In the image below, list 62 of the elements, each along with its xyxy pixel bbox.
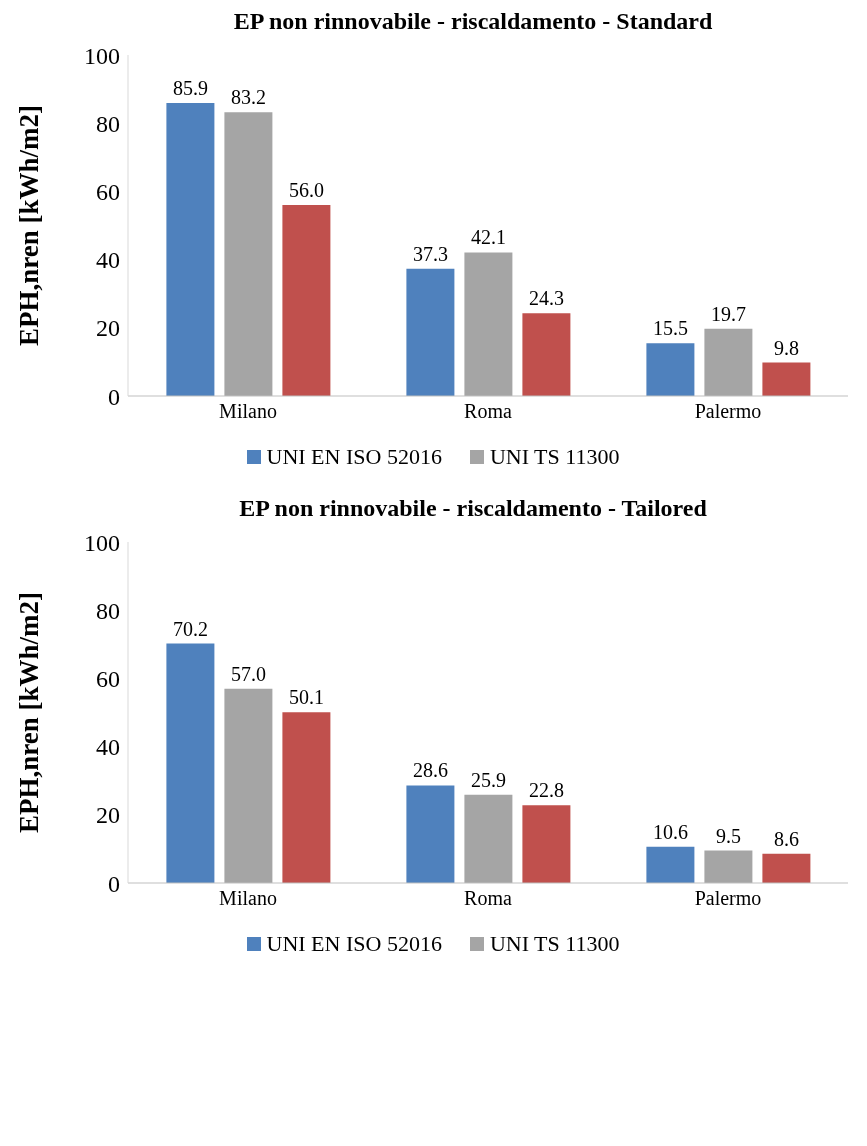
data-label: 70.2 [172,617,208,640]
bar [464,252,513,396]
data-label: 9.8 [773,336,799,359]
bar [762,853,811,883]
bar [224,112,273,396]
y-axis-title: EPH,nren [kWh/m2] [13,591,44,834]
bar [224,688,273,883]
data-label: 19.7 [710,302,746,325]
data-label: 83.2 [230,86,266,109]
y-tick-label: 100 [84,529,120,556]
x-tick-label: Roma [464,400,513,423]
y-axis-title: EPH,nren [kWh/m2] [13,104,44,347]
data-label: 42.1 [470,226,506,249]
y-tick-label: 0 [108,870,120,897]
legend-label: UNI EN ISO 52016 [266,444,442,470]
chart-title: EP non rinnovabile - riscaldamento - Tailored [238,495,708,522]
y-tick-label: 20 [96,802,120,829]
data-label: 9.5 [715,824,741,847]
bar [282,712,331,883]
data-label: 24.3 [528,287,564,310]
bar [704,850,753,883]
data-label: 22.8 [528,779,564,802]
data-label: 57.0 [230,662,266,685]
legend-label: UNI EN ISO 52016 [266,931,442,957]
data-label: 8.6 [773,827,799,850]
data-label: 10.6 [652,820,688,843]
data-label: 56.0 [288,179,324,202]
bar [464,794,513,883]
data-label: 28.6 [412,759,448,782]
y-tick-label: 60 [96,665,120,692]
y-tick-label: 80 [96,110,120,137]
y-tick-label: 20 [96,315,120,342]
y-tick-label: 40 [96,247,120,274]
y-tick-label: 60 [96,178,120,205]
y-tick-label: 100 [84,42,120,69]
bar [522,313,571,396]
x-tick-label: Milano [219,400,277,423]
bar [522,805,571,883]
bar [282,205,331,396]
data-label: 37.3 [412,242,448,265]
bar [406,785,455,883]
chart-title: EP non rinnovabile - riscaldamento - Standard [232,8,714,35]
data-label: 25.9 [470,768,506,791]
legend-label: UNI TS 11300 [489,931,620,957]
bar [646,846,695,883]
legend-label: UNI TS 11300 [489,444,620,470]
bar [704,328,753,396]
bar [406,268,455,396]
y-tick-label: 80 [96,597,120,624]
data-label: 85.9 [172,77,208,100]
y-tick-label: 40 [96,734,120,761]
x-tick-label: Milano [219,887,277,910]
x-tick-label: Palermo [694,400,762,423]
data-label: 50.1 [288,686,324,709]
bar [166,643,215,883]
data-label: 15.5 [652,317,688,340]
bar [166,103,215,396]
bar [646,343,695,396]
bar [762,362,811,396]
y-tick-label: 0 [108,383,120,410]
x-tick-label: Roma [464,887,513,910]
x-tick-label: Palermo [694,887,762,910]
